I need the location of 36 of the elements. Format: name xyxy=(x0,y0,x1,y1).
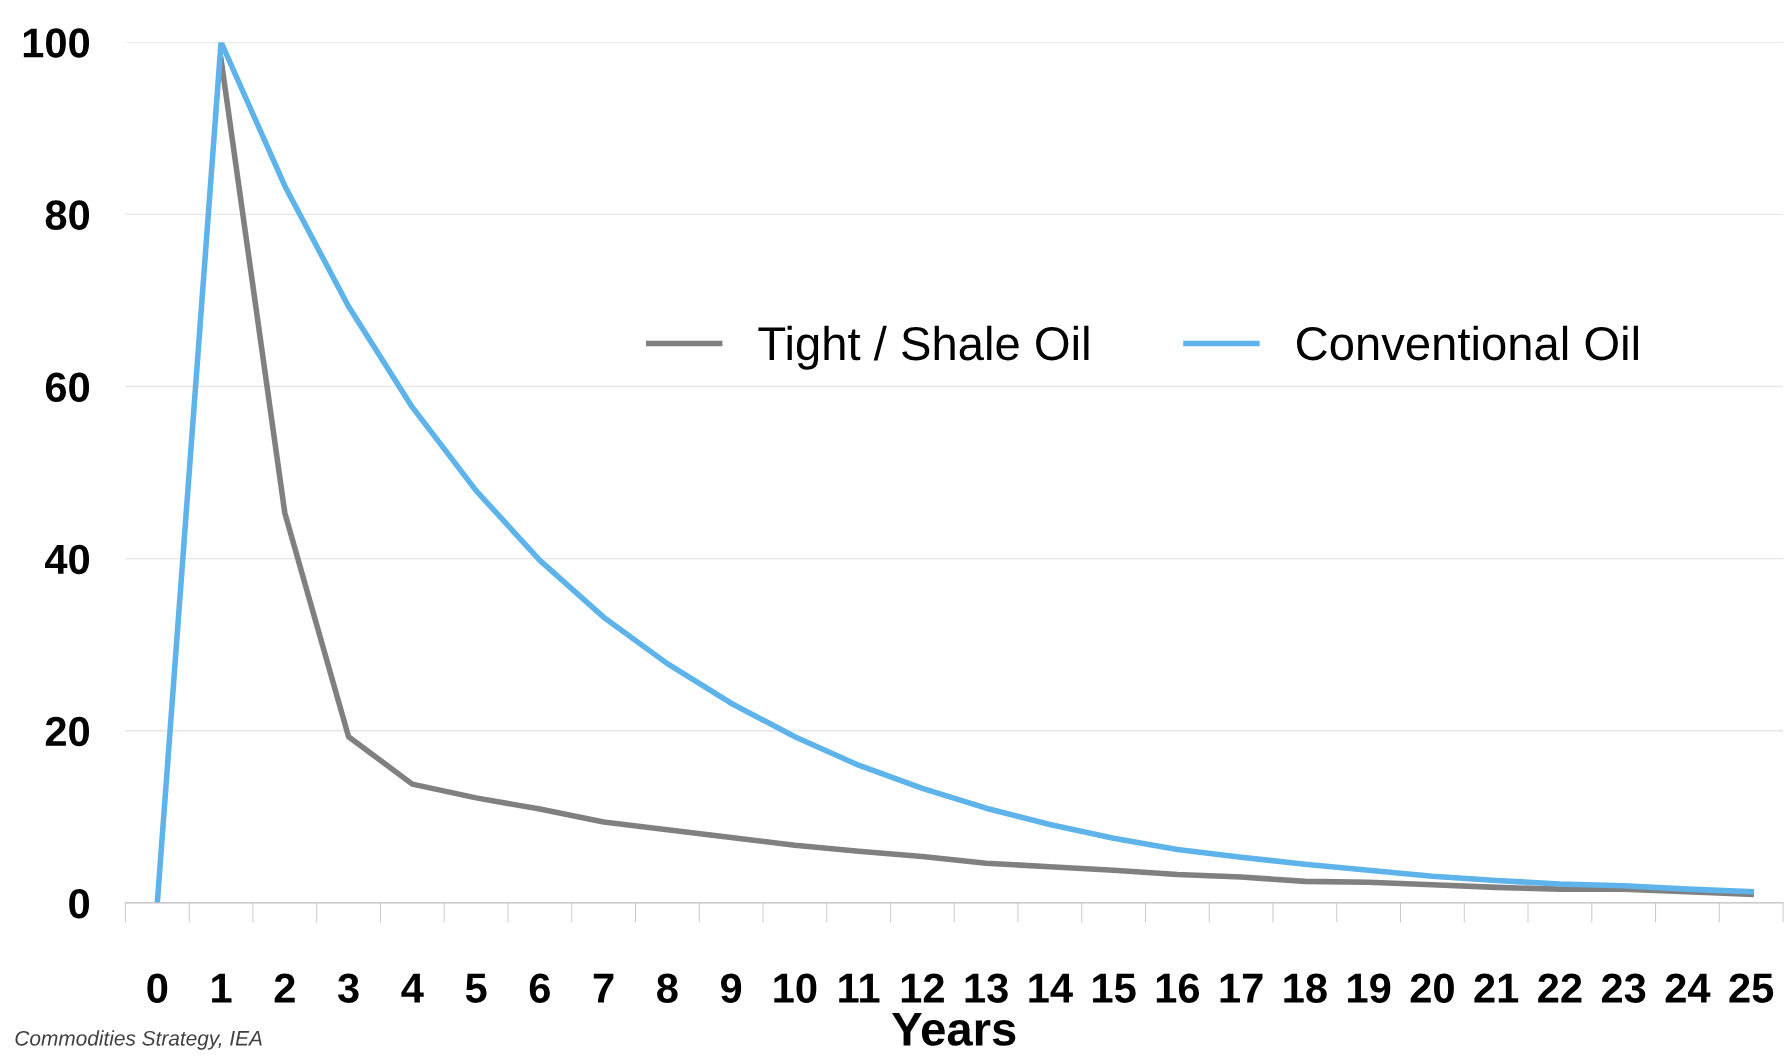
text: Commodities Strategy, IEA xyxy=(15,1030,262,1050)
y-tick-label: 60 xyxy=(45,372,90,402)
x-tick-label: 20 xyxy=(1410,973,1454,1003)
y-tick-label: 40 xyxy=(45,544,90,575)
x-tick-label: 18 xyxy=(1284,973,1327,1003)
x-tick-label: 19 xyxy=(1348,973,1391,1003)
x-tick-label: 4 xyxy=(401,973,424,1003)
x-tick-label: 17 xyxy=(1220,973,1263,1003)
legend-label: Tight / Shale Oil xyxy=(758,325,1089,370)
x-tick-label: 12 xyxy=(901,973,944,1003)
x-tick-label: 7 xyxy=(593,973,614,1003)
x-tick-label: 15 xyxy=(1093,973,1136,1003)
x-tick-label: 16 xyxy=(1156,973,1200,1003)
x-tick-label: 0 xyxy=(147,973,168,1003)
x-axis-title: Years xyxy=(892,1012,1016,1046)
x-tick-label: 14 xyxy=(1029,973,1073,1003)
y-tick-label: 80 xyxy=(45,200,90,230)
y-tick-label: 0 xyxy=(69,888,90,919)
x-tick-label: 10 xyxy=(774,973,817,1003)
x-tick-label: 5 xyxy=(465,973,487,1003)
x-tick-label: 9 xyxy=(720,973,742,1003)
x-tick-label: 8 xyxy=(657,973,678,1003)
x-tick-label: 13 xyxy=(965,973,1008,1003)
y-tick-label: 20 xyxy=(45,716,90,747)
legend-label: Conventional Oil xyxy=(1297,325,1638,361)
y-tick-label: 100 xyxy=(23,28,90,58)
x-tick-label: 6 xyxy=(529,973,550,1003)
x-tick-label: 22 xyxy=(1538,973,1582,1003)
x-tick-label: 23 xyxy=(1601,973,1646,1003)
x-tick-label: 2 xyxy=(274,973,295,1003)
x-tick-label: 11 xyxy=(839,973,880,1003)
x-tick-label: 1 xyxy=(212,973,232,1003)
x-tick-label: 3 xyxy=(337,973,359,1003)
x-tick-label: 25 xyxy=(1729,973,1774,1003)
x-tick-label: 21 xyxy=(1474,973,1519,1003)
x-tick-label: 24 xyxy=(1665,973,1711,1003)
